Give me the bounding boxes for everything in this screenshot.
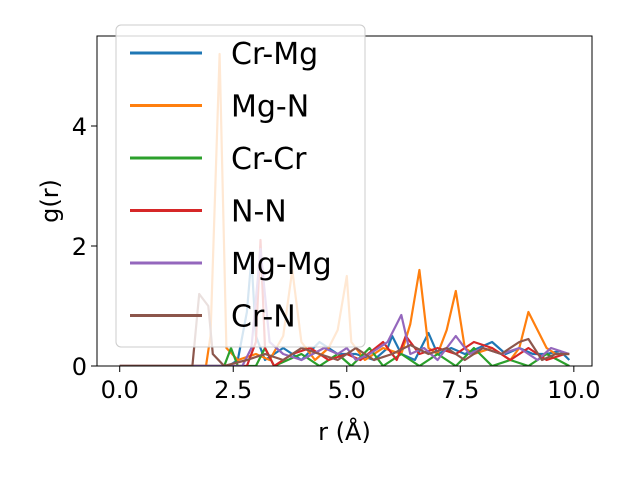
x-tick-label: 10.0: [547, 376, 600, 404]
legend-label-mg-n: Mg-N: [231, 90, 309, 125]
series-layer: [119, 52, 571, 366]
x-tick-label: 5.0: [328, 376, 366, 404]
x-axis-ticks: 0.0 2.5 5.0 7.5 10.0: [101, 366, 601, 404]
legend-label-n-n: N-N: [231, 195, 287, 230]
x-axis-label: r (Å): [318, 417, 371, 446]
y-tick-label: 0: [72, 353, 87, 381]
legend-label-cr-n: Cr-N: [231, 300, 296, 335]
legend: Cr-Mg Mg-N Cr-Cr N-N Mg-Mg Cr-N: [115, 24, 366, 348]
series-line-cr-cr: [119, 346, 570, 366]
x-tick-label: 7.5: [441, 376, 479, 404]
y-tick-label: 4: [72, 113, 87, 141]
legend-label-cr-mg: Cr-Mg: [231, 37, 318, 72]
x-tick-label: 2.5: [214, 376, 252, 404]
y-tick-label: 2: [72, 233, 87, 261]
legend-label-mg-mg: Mg-Mg: [231, 247, 332, 282]
y-axis-label: g(r): [36, 179, 64, 223]
series-line-cr-n: [119, 292, 570, 366]
x-tick-label: 0.0: [101, 376, 139, 404]
legend-label-cr-cr: Cr-Cr: [231, 142, 307, 177]
y-axis-ticks: 0 2 4: [72, 113, 97, 381]
